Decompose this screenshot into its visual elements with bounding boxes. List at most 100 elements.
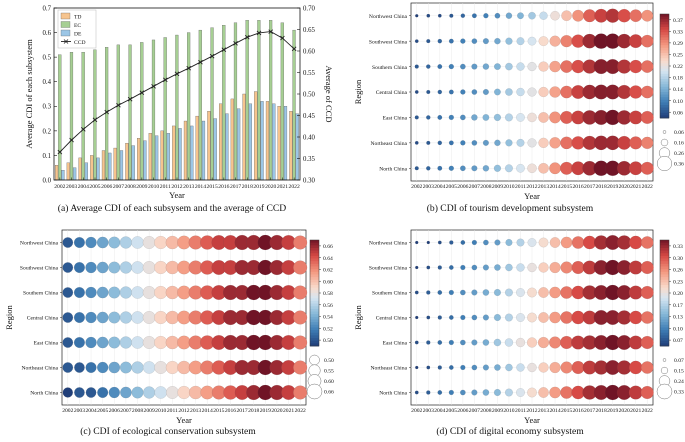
- bubble: [165, 260, 180, 275]
- colorbar-segment: [310, 322, 319, 326]
- bubble: [437, 290, 443, 295]
- colorbar-segment: [660, 86, 669, 90]
- bubble: [560, 110, 574, 124]
- colorbar-segment: [310, 242, 319, 246]
- bubble: [165, 386, 179, 399]
- row-label: North China: [30, 391, 58, 397]
- bubble: [460, 13, 466, 18]
- bubble: [549, 137, 561, 149]
- colorbar-segment: [660, 314, 669, 318]
- bubble: [293, 260, 308, 275]
- bar-ec: [69, 52, 74, 181]
- y2-tick-label: 0.30: [303, 177, 315, 184]
- x-tick-label: 2007: [469, 184, 480, 190]
- bubble: [482, 314, 489, 321]
- bubble: [85, 336, 97, 349]
- bubble: [460, 114, 466, 121]
- bubble: [460, 63, 466, 70]
- colorbar-segment: [660, 55, 669, 59]
- bubble: [74, 362, 85, 373]
- bubble: [482, 114, 490, 121]
- bubble: [119, 311, 132, 324]
- bubble: [437, 64, 443, 69]
- bubble: [85, 311, 97, 324]
- bubble: [516, 363, 525, 372]
- colorbar-segment: [660, 99, 669, 103]
- colorbar-segment: [660, 285, 669, 289]
- bubble: [85, 236, 97, 249]
- bubble: [471, 63, 478, 70]
- bar-de: [166, 133, 170, 181]
- y2-tick-label: 0.50: [303, 91, 315, 98]
- row-label: North China: [379, 166, 407, 172]
- bubble: [516, 163, 525, 173]
- colorbar-segment: [660, 242, 669, 246]
- colorbar-tick-label: 0.50: [323, 338, 333, 344]
- bubble: [62, 262, 74, 273]
- colorbar-tick-label: 0.13: [673, 315, 683, 321]
- legend-swatch-td: [60, 12, 71, 20]
- bubble: [560, 386, 573, 399]
- ccd-point: [116, 102, 121, 108]
- bubble: [119, 336, 132, 349]
- bubble: [617, 135, 632, 150]
- bubble: [143, 386, 156, 399]
- bubble: [131, 311, 144, 324]
- bubble: [293, 310, 308, 325]
- x-tick-label: 2002: [411, 184, 422, 190]
- bar-ec: [233, 22, 238, 181]
- bubble: [62, 237, 74, 248]
- x-tick-label: 2003: [66, 184, 77, 190]
- bubble: [448, 89, 454, 95]
- bubble: [482, 63, 490, 70]
- bar-ec: [116, 44, 120, 181]
- bubble: [538, 86, 549, 98]
- bubble: [73, 337, 85, 348]
- panel-b-bubble-heatmap: Northwest China Southwest China Southern C…: [353, 2, 684, 201]
- x-tick-label: 2008: [480, 184, 491, 190]
- colorbar-tick-label: 0.26: [673, 268, 683, 274]
- bubble: [640, 236, 654, 249]
- bubble: [165, 235, 180, 250]
- bubble: [516, 238, 525, 247]
- bubble: [142, 311, 156, 324]
- x-tick-label: 2003: [423, 408, 434, 414]
- colorbar-segment: [310, 335, 319, 339]
- bubble: [119, 261, 132, 274]
- bar-td: [101, 150, 106, 181]
- bubble: [96, 236, 109, 249]
- bar-de: [61, 170, 65, 181]
- bubble: [628, 310, 643, 325]
- bubble: [505, 37, 513, 45]
- bubble: [482, 289, 490, 296]
- bubble: [119, 361, 132, 374]
- colorbar-segment: [660, 279, 669, 283]
- bubble: [471, 289, 478, 296]
- bubble: [62, 387, 73, 398]
- x-tick-label: 2011: [515, 184, 526, 190]
- colorbar-segment: [660, 287, 669, 291]
- size-legend-label: 0.06: [674, 130, 684, 136]
- bubble: [527, 362, 537, 373]
- bar-de: [237, 108, 241, 181]
- colorbar-segment: [660, 32, 669, 36]
- bubble: [73, 262, 85, 273]
- row-label: Northeast China: [370, 366, 407, 372]
- x-tick-label: 2002: [411, 408, 422, 414]
- bubble: [426, 265, 431, 270]
- colorbar-segment: [310, 261, 319, 265]
- y2-tick-label: 0.65: [303, 27, 315, 34]
- bubble: [571, 260, 585, 274]
- bubble: [73, 287, 85, 298]
- bar-ec: [128, 44, 132, 181]
- bubble: [527, 312, 537, 323]
- bubble: [493, 113, 502, 122]
- bubble: [293, 360, 308, 375]
- bubble: [482, 389, 490, 396]
- x-tick-label: 2016: [225, 408, 236, 414]
- bubble: [640, 311, 654, 324]
- bubble: [96, 261, 109, 274]
- ccd-point: [151, 83, 156, 89]
- legend-label-ccd: CCD: [74, 40, 86, 46]
- x-tick-label: 2015: [207, 184, 218, 190]
